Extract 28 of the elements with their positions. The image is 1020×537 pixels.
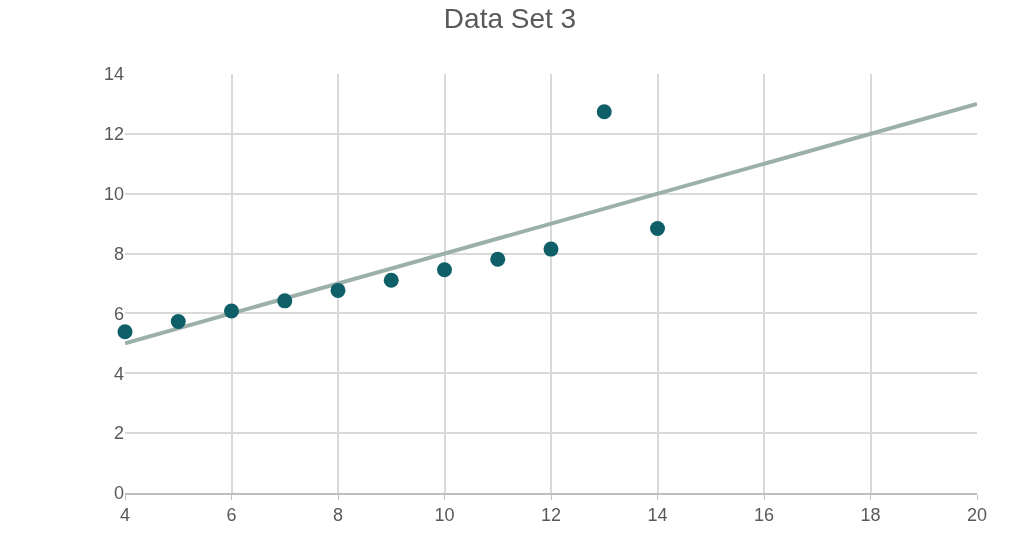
point <box>543 241 559 257</box>
y-tick-label: 8 <box>113 243 124 264</box>
point <box>383 272 399 288</box>
point <box>437 262 452 278</box>
x-tick-label: 20 <box>966 505 988 526</box>
x-tick-label: 16 <box>753 505 775 526</box>
x-tick-label: 18 <box>860 505 881 526</box>
point <box>650 220 665 236</box>
chart-title: Data Set 3 <box>443 2 577 34</box>
point <box>490 251 506 267</box>
y-tick-label: 12 <box>103 124 124 145</box>
point <box>330 282 346 298</box>
y-tick-label: 2 <box>113 423 124 444</box>
x-tick-label: 14 <box>647 505 668 526</box>
x-tick-label: 12 <box>540 505 562 526</box>
point <box>596 104 612 120</box>
y-tick-label: 14 <box>103 64 124 85</box>
y-tick-label: 6 <box>113 303 124 324</box>
y-tick-label: 10 <box>103 184 124 205</box>
x-tick-label: 6 <box>226 505 237 526</box>
point <box>224 303 239 319</box>
point <box>277 293 293 309</box>
x-tick-label: 8 <box>332 505 344 526</box>
point <box>170 314 186 329</box>
x-tick-label: 10 <box>434 505 455 526</box>
point <box>117 324 133 340</box>
y-tick-label: 0 <box>113 483 124 504</box>
y-tick-label: 4 <box>113 363 124 384</box>
